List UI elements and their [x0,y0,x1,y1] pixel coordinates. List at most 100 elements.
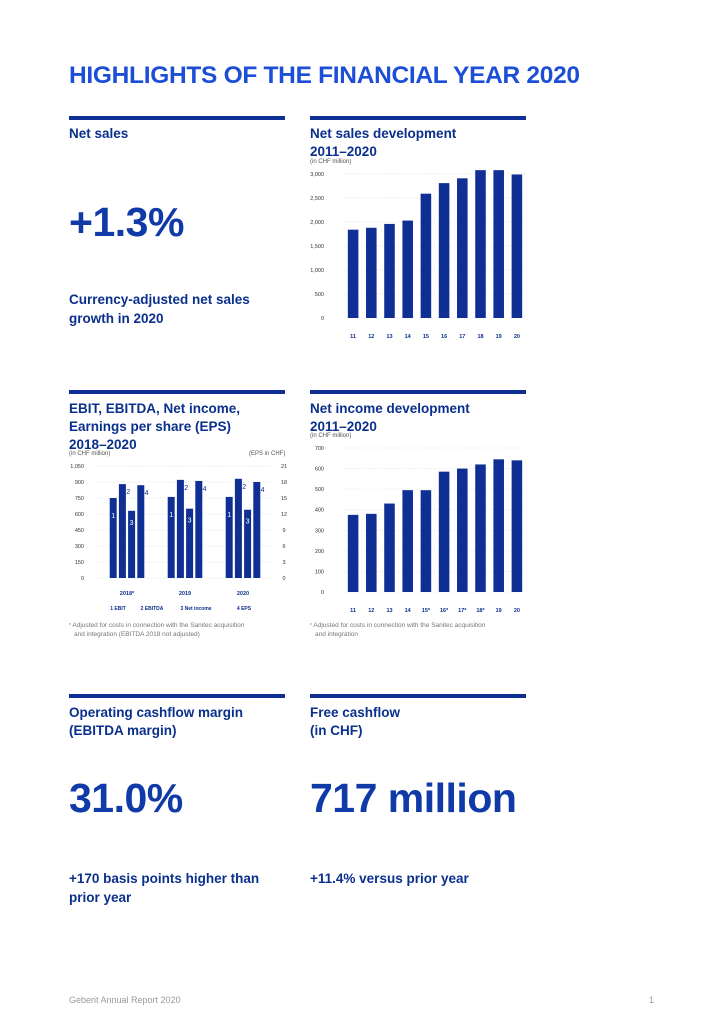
ebit-xtick-label: 2019 [179,591,191,597]
net-sales-dev-heading-line2: 2011–2020 [310,144,377,159]
free-cashflow-caption: +11.4% versus prior year [310,871,469,886]
net-sales-ytick-label: 3,000 [310,172,324,178]
net-income-xtick-label: 14 [405,608,412,614]
net-income-dev-unit: (in CHF million) [310,433,352,439]
net-income-xtick-label: 11 [350,608,356,614]
net-sales-caption: Currency-adjusted net sales growth in 20… [69,290,250,328]
net-sales-bar [511,174,523,318]
section-rule-net-income [310,390,526,394]
ebit-bar-net-income [128,510,136,578]
ebitda-margin-value: 31.0% [69,775,183,821]
net-sales-ytick-label: 0 [321,316,324,322]
ebit-ytick-left-label: 600 [75,512,84,518]
net-sales-xtick-label: 12 [368,334,374,340]
net-income-ytick-label: 0 [321,590,324,596]
ebitda-margin-heading: Operating cashflow margin (EBITDA margin… [69,704,243,740]
ebit-footnote-line2: and integration (EBITDA 2018 not adjuste… [74,630,200,638]
net-income-dev-heading: Net income development 2011–2020 [310,400,470,436]
net-sales-bar [347,229,359,318]
net-income-ytick-label: 400 [315,508,324,514]
ebit-legend-label: 2 EBITDA [141,606,164,612]
net-income-bar [438,471,450,592]
ebit-ytick-left-label: 900 [75,480,84,486]
net-income-footnote-line2: and integration [315,630,359,638]
net-sales-value: +1.3% [69,199,184,245]
ebit-bar-number-label: 2 [184,485,188,492]
ebit-bar-number-label: 3 [130,520,134,527]
net-income-footnote: * Adjusted for costs in connection with … [310,622,530,639]
net-sales-caption-line2: growth in 2020 [69,311,164,326]
ebit-ytick-left-label: 1,050 [70,464,84,470]
net-sales-bar [420,193,432,318]
ebit-bar-net-income [186,508,194,578]
net-income-xtick-label: 19 [496,608,502,614]
net-income-bar [475,464,486,592]
net-income-xtick-label: 13 [386,608,392,614]
ebitda-margin-heading-line2: (EBITDA margin) [69,723,177,738]
ebitda-margin-heading-line1: Operating cashflow margin [69,705,244,720]
net-sales-ytick-label: 1,500 [310,244,324,250]
free-cashflow-heading-line1: Free cashflow [310,705,401,720]
net-sales-bar [366,227,377,318]
ebit-bar-ebit [225,496,233,578]
ebit-ytick-left-label: 750 [75,496,84,502]
net-income-xtick-label: 17* [458,608,467,614]
net-sales-bar [457,178,468,318]
page-title: HIGHLIGHTS OF THE FINANCIAL YEAR 2020 [69,62,580,89]
net-sales-heading: Net sales [69,126,129,141]
net-sales-development-chart: 0 500 1,000 1,500 2,000 2,500 3,000 11 12 13 14 15 1… [310,170,526,340]
net-income-xtick-label: 12 [368,608,374,614]
net-sales-bar [493,170,504,318]
ebit-bar-ebitda [118,484,126,578]
net-sales-ytick-label: 500 [315,292,324,298]
section-rule-free-cashflow [310,694,526,698]
free-cashflow-value: 717 million [310,775,517,821]
ebit-bar-ebit [167,496,175,578]
net-sales-ytick-label: 1,000 [310,268,324,274]
ebit-bar-eps [137,485,145,578]
ebit-bar-number-label: 4 [261,487,265,494]
ebit-heading-line3: 2018–2020 [69,437,137,452]
ebit-bar-number-label: 2 [242,484,246,491]
net-sales-xtick-label: 13 [386,334,392,340]
net-income-footnote-mark: * [310,623,312,629]
net-sales-dev-heading-line1: Net sales development [310,126,457,141]
net-income-dev-heading-line2: 2011–2020 [310,419,377,434]
ebit-ytick-left-label: 0 [81,576,84,582]
net-income-bar [347,514,359,592]
ebit-bar-number-label: 4 [145,490,149,497]
ebit-footnote-mark: * [69,623,71,629]
ebit-heading-line2: Earnings per share (EPS) [69,419,232,434]
ebit-ytick-right-label: 6 [282,544,285,550]
net-sales-xtick-label: 20 [514,334,520,340]
footer-report-name: Geberit Annual Report 2020 [69,995,181,1005]
net-income-xtick-label: 18* [476,608,485,614]
net-sales-xtick-label: 17 [459,334,465,340]
ebit-heading-line1: EBIT, EBITDA, Net income, [69,401,241,416]
net-income-bar [384,503,395,592]
net-income-xtick-label: 15* [422,608,431,614]
net-income-bar [493,459,504,592]
net-sales-ytick-label: 2,500 [310,196,324,202]
net-sales-ytick-label: 2,000 [310,220,324,226]
net-income-bar [402,490,413,592]
net-sales-xtick-label: 19 [496,334,502,340]
ebit-bar-eps [253,482,261,578]
ebit-ytick-right-label: 12 [281,512,287,518]
net-sales-xtick-label: 14 [405,334,412,340]
ebitda-margin-caption-line2: prior year [69,890,132,905]
net-sales-bar [384,223,395,318]
ebit-bar-ebitda [176,479,184,578]
net-income-xtick-label: 16* [440,608,449,614]
ebit-bar-eps [195,480,203,578]
ebit-ytick-right-label: 21 [281,464,287,470]
section-rule-net-sales-dev [310,116,526,120]
net-sales-xtick-label: 15 [423,334,429,340]
net-income-dev-heading-line1: Net income development [310,401,470,416]
section-rule-ebit [69,390,285,394]
ebit-unit-right: (EPS in CHF) [249,451,286,457]
ebit-bar-number-label: 4 [203,486,207,493]
ebitda-margin-caption-line1: +170 basis points higher than [69,871,260,886]
ebit-bar-number-label: 2 [126,489,130,496]
